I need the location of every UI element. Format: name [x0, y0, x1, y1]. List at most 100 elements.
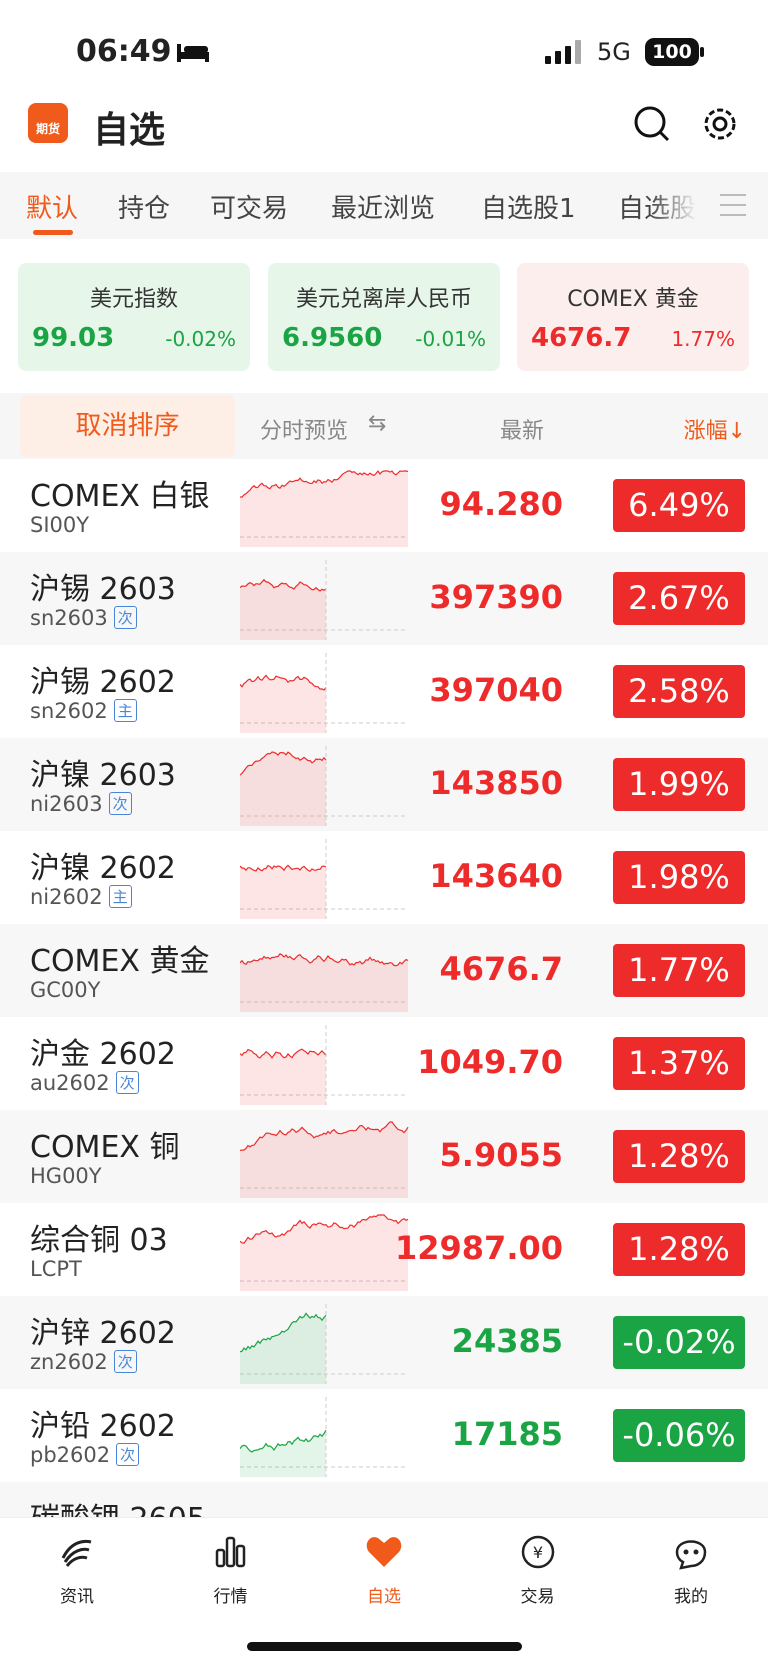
svg-text:¥: ¥	[532, 1543, 542, 1562]
sparkline-line	[240, 1312, 327, 1353]
row-code: sn2603 次	[30, 606, 137, 630]
tab-fade	[650, 172, 768, 239]
swap-icon: ⇆	[368, 411, 387, 436]
watch-row[interactable]: 碳酸锂 2605	[0, 1482, 768, 1517]
tab[interactable]: 自选股1	[481, 194, 576, 224]
row-change: 1.28%	[613, 1130, 745, 1183]
row-name: COMEX 白银	[30, 479, 210, 514]
row-code: sn2602 主	[30, 699, 137, 723]
row-name: 沪镍 2602	[30, 851, 176, 886]
sparkline-area	[240, 752, 326, 826]
watch-row[interactable]: 沪镍 2603 ni2603 次 143850 1.99%	[0, 738, 768, 831]
index-card[interactable]: COMEX 黄金 4676.7 1.77%	[517, 263, 749, 371]
sparkline	[240, 470, 409, 547]
nav-icon[interactable]	[364, 1532, 404, 1572]
tab-menu[interactable]	[720, 194, 746, 216]
card-name: 美元指数	[89, 287, 178, 312]
sparkline-line	[240, 1048, 327, 1059]
index-card[interactable]: 美元兑离岸人民币 6.9560 -0.01%	[268, 263, 500, 371]
row-code: pb2602 次	[30, 1443, 140, 1467]
watch-row[interactable]: 沪锡 2602 sn2602 主 397040 2.58%	[0, 645, 768, 738]
nav-icon[interactable]	[211, 1532, 251, 1572]
tab[interactable]: 最近浏览	[331, 194, 436, 224]
nav-icon[interactable]: ¥	[518, 1532, 558, 1572]
watch-row[interactable]: 沪铅 2602 pb2602 次 17185 -0.06%	[0, 1389, 768, 1482]
sparkline-line	[240, 1429, 327, 1453]
nav-label[interactable]: 自选	[367, 1587, 401, 1607]
sparkline	[240, 839, 408, 919]
card-change: 1.77%	[671, 327, 735, 351]
row-tag: 次	[115, 1071, 139, 1094]
change-label[interactable]: 涨幅↓	[683, 419, 746, 444]
tab-menu-line	[720, 204, 746, 206]
row-change: 1.77%	[613, 944, 745, 997]
row-price: 397040	[429, 671, 563, 709]
sparkline-area	[240, 865, 326, 919]
settings-icon[interactable]	[700, 104, 740, 144]
latest-label[interactable]: 最新	[500, 419, 545, 444]
nav-glyph	[215, 1536, 245, 1568]
sparkline-line	[240, 1121, 409, 1151]
card-price: 6.9560	[282, 323, 383, 353]
row-tag: 主	[113, 699, 137, 722]
row-price: 4676.7	[439, 950, 563, 988]
card-name: COMEX 黄金	[567, 287, 699, 312]
battery: 100	[645, 38, 699, 66]
watch-row[interactable]: 沪锡 2603 sn2603 次 397390 2.67%	[0, 552, 768, 645]
row-name: 综合铜 03	[30, 1223, 168, 1258]
sparkline	[240, 1304, 408, 1384]
tab[interactable]: 默认	[26, 194, 79, 224]
nav-glyph	[366, 1537, 402, 1567]
row-change: 1.37%	[613, 1037, 745, 1090]
watch-list: COMEX 白银 SI00Y 94.280 6.49% 沪锡 2603 sn2603 次 39…	[0, 459, 768, 1517]
tab-bar: 默认持仓可交易最近浏览自选股1自选股	[0, 172, 768, 239]
watch-row[interactable]: COMEX 铜 HG00Y 5.9055 1.28%	[0, 1110, 768, 1203]
sparkline-area	[240, 1430, 326, 1477]
sparkline-area	[240, 1313, 326, 1384]
nav-label[interactable]: 我的	[674, 1587, 708, 1607]
sparkline	[240, 1025, 408, 1105]
app-logo[interactable]: 期货	[28, 103, 68, 143]
watch-row[interactable]: 沪锌 2602 zn2602 次 24385 -0.02%	[0, 1296, 768, 1389]
watch-row[interactable]: 沪金 2602 au2602 次 1049.70 1.37%	[0, 1017, 768, 1110]
nav-label[interactable]: 资讯	[60, 1587, 94, 1607]
watch-row[interactable]: 沪镍 2602 ni2602 主 143640 1.98%	[0, 831, 768, 924]
row-code: au2602 次	[30, 1071, 139, 1095]
nav-label[interactable]: 行情	[213, 1587, 248, 1607]
row-price: 143850	[429, 764, 563, 802]
row-code: zn2602 次	[30, 1350, 137, 1374]
index-card[interactable]: 美元指数 99.03 -0.02%	[18, 263, 250, 371]
watch-row[interactable]: COMEX 白银 SI00Y 94.280 6.49%	[0, 459, 768, 552]
card-change: -0.02%	[165, 327, 236, 351]
watch-row[interactable]: 综合铜 03 LCPT 12987.00 1.28%	[0, 1203, 768, 1296]
sort-header: 取消排序 分时预览 ⇆ 最新 涨幅↓	[0, 393, 768, 459]
battery-tip	[700, 47, 704, 57]
row-code: ni2602 主	[30, 885, 132, 909]
preview-label[interactable]: 分时预览	[260, 419, 349, 444]
card-price: 4676.7	[531, 323, 632, 353]
time: 06:49	[76, 34, 172, 69]
card-change: -0.01%	[415, 327, 486, 351]
watch-row[interactable]: COMEX 黄金 GC00Y 4676.7 1.77%	[0, 924, 768, 1017]
sparkline-area	[240, 953, 408, 1012]
search-icon[interactable]	[632, 104, 672, 144]
sleep-icon	[177, 44, 209, 62]
row-change: -0.06%	[613, 1409, 745, 1462]
tab[interactable]: 持仓	[118, 194, 171, 224]
nav-label[interactable]: 交易	[520, 1587, 555, 1607]
sparkline	[240, 953, 409, 1012]
cancel-sort[interactable]: 取消排序	[20, 395, 235, 457]
row-price: 143640	[429, 857, 563, 895]
row-name: 沪锡 2603	[30, 572, 176, 607]
row-change: 1.98%	[613, 851, 745, 904]
tab[interactable]: 可交易	[210, 194, 289, 224]
signal-icon	[545, 40, 581, 64]
nav-glyph	[61, 1539, 92, 1567]
sparkline-area	[240, 1122, 408, 1198]
bottom-nav: 资讯 行情 自选 ¥ 交易 我的	[0, 1517, 768, 1665]
nav-icon[interactable]	[671, 1532, 711, 1572]
sparkline	[240, 653, 408, 733]
row-name: 沪锡 2602	[30, 665, 176, 700]
nav-icon[interactable]	[57, 1532, 97, 1572]
